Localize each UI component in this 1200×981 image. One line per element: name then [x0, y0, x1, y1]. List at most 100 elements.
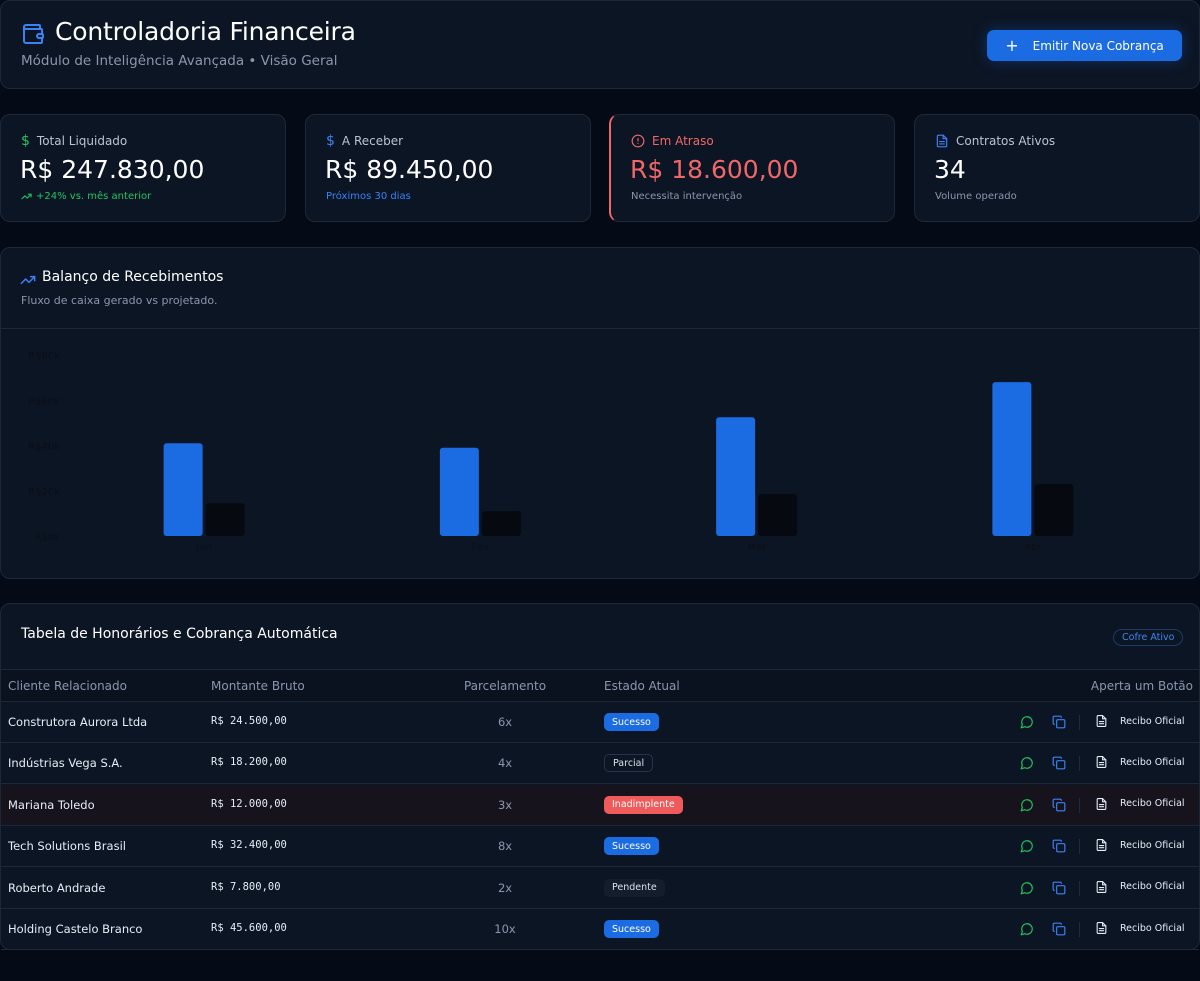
whatsapp-icon[interactable] [1020, 715, 1034, 729]
status-badge: Parcial [604, 754, 654, 773]
whatsapp-icon[interactable] [1020, 798, 1034, 812]
file-text-icon [1096, 839, 1107, 852]
page-title: Controladoria Financeira [55, 17, 356, 46]
divider [1079, 797, 1080, 813]
bar-secondary [205, 503, 245, 536]
official-receipt-button[interactable]: Recibo Oficial [1095, 838, 1185, 852]
installments: 10x [494, 922, 516, 936]
column-header-client: Cliente Relacionado [8, 679, 127, 693]
official-receipt-button[interactable]: Recibo Oficial [1095, 797, 1185, 811]
receipt-label: Recibo Oficial [1120, 756, 1185, 768]
alert-circle-icon [631, 134, 645, 148]
stat-label: A Receber [341, 134, 404, 148]
copy-icon[interactable] [1052, 839, 1066, 853]
wallet-icon [23, 24, 44, 44]
installments: 8x [497, 839, 513, 854]
client-name: Roberto Andrade [8, 880, 106, 895]
copy-icon[interactable] [1052, 798, 1066, 812]
copy-icon[interactable] [1052, 715, 1066, 729]
client-name: Mariana Toledo [8, 797, 95, 812]
page-header: Controladoria Financeira Módulo de Intel… [0, 0, 1200, 89]
installments: 3x [497, 797, 513, 812]
y-tick-label: R$80k [28, 351, 60, 362]
divider [1079, 922, 1080, 937]
table-row: Roberto Andrade R$ 7.800,00 2x Pendente Reci… [1, 868, 1199, 909]
vault-status-badge: Cofre Ativo [1113, 629, 1184, 646]
client-name: Construtora Aurora Ltda [8, 715, 148, 729]
status-badge: Sucesso [604, 713, 659, 731]
x-tick-label: Fev [472, 542, 489, 553]
whatsapp-icon[interactable] [1020, 881, 1034, 895]
copy-icon[interactable] [1052, 922, 1066, 936]
table-row: Tech Solutions Brasil R$ 32.400,00 8x Suces… [1, 826, 1199, 868]
stat-footer: Volume operado [935, 191, 1017, 202]
stat-label: Total Liquidado [36, 134, 128, 148]
y-tick-label: R$0k [35, 532, 61, 543]
stat-value: R$ 18.600,00 [630, 155, 799, 184]
whatsapp-icon[interactable] [1020, 839, 1034, 853]
gross-amount: R$ 32.400,00 [211, 839, 287, 852]
page-subtitle: Módulo de Inteligência Avançada • Visão … [21, 53, 338, 69]
x-tick-label: Mar [747, 542, 767, 553]
file-text-icon [1096, 715, 1107, 727]
gross-amount: R$ 24.500,00 [211, 715, 287, 727]
official-receipt-button[interactable]: Recibo Oficial [1095, 714, 1185, 728]
chart-title: Balanço de Recebimentos [42, 269, 224, 285]
copy-icon[interactable] [1052, 756, 1066, 770]
copy-icon[interactable] [1052, 881, 1066, 895]
installments: 4x [497, 756, 513, 771]
stat-footer: Próximos 30 dias [326, 191, 411, 202]
fees-table-panel: Tabela de Honorários e Cobrança Automáti… [0, 603, 1200, 950]
stat-label: Em Atraso [652, 134, 714, 148]
official-receipt-button[interactable]: Recibo Oficial [1095, 880, 1185, 894]
file-text-icon [1096, 756, 1107, 769]
trending-up-icon [21, 193, 32, 200]
dollar-icon: $ [21, 133, 30, 149]
divider [1, 328, 1199, 329]
file-icon [936, 134, 948, 148]
new-charge-button-label: Emitir Nova Cobrança [1032, 38, 1164, 53]
y-tick-label: R$20k [28, 487, 60, 498]
bar-chart: R$0k R$20k R$40k R$60k R$80k Jan Fev Mar Abr [28, 351, 1074, 553]
installments: 6x [497, 715, 513, 729]
stat-label: Contratos Ativos [956, 134, 1056, 148]
status-badge: Sucesso [604, 837, 659, 856]
receipt-label: Recibo Oficial [1120, 839, 1185, 851]
trending-up-icon [20, 275, 36, 285]
x-tick-label: Abr [1024, 542, 1042, 553]
official-receipt-button[interactable]: Recibo Oficial [1095, 755, 1185, 769]
official-receipt-button[interactable]: Recibo Oficial [1095, 921, 1185, 935]
receipt-label: Recibo Oficial [1120, 881, 1185, 893]
chart-panel: Balanço de Recebimentos Fluxo de caixa g… [0, 247, 1200, 579]
status-badge: Sucesso [604, 920, 659, 938]
stat-card-contratos-ativos: Contratos Ativos 34 Volume operado [914, 114, 1200, 222]
stat-card-a-receber: $ A Receber R$ 89.450,00 Próximos 30 dia… [305, 114, 591, 222]
gross-amount: R$ 12.000,00 [211, 797, 287, 810]
file-text-icon [1096, 880, 1107, 893]
stat-value: 34 [934, 155, 966, 184]
table-title: Tabela de Honorários e Cobrança Automáti… [21, 626, 338, 642]
client-name: Indústrias Vega S.A. [8, 756, 123, 771]
bar-primary [439, 447, 479, 536]
whatsapp-icon[interactable] [1020, 756, 1034, 770]
gross-amount: R$ 45.600,00 [211, 922, 287, 934]
whatsapp-icon[interactable] [1020, 922, 1034, 936]
stat-footer: +24% vs. mês anterior [36, 191, 152, 202]
table-header: Cliente Relacionado Montante Bruto Parce… [1, 669, 1199, 702]
stat-footer: Necessita intervenção [631, 191, 743, 202]
receipt-label: Recibo Oficial [1120, 798, 1185, 810]
new-charge-button[interactable]: + Emitir Nova Cobrança [987, 30, 1182, 61]
divider [1079, 880, 1080, 896]
gross-amount: R$ 7.800,00 [211, 880, 281, 893]
table-row: Mariana Toledo R$ 12.000,00 3x Inadimplente… [1, 784, 1199, 826]
x-tick-label: Jan [195, 542, 211, 553]
bar-primary [716, 417, 756, 536]
bar-secondary [481, 511, 521, 536]
column-header-status: Estado Atual [604, 679, 680, 693]
bar-primary [163, 443, 203, 536]
stat-card-em-atraso: Em Atraso R$ 18.600,00 Necessita interve… [609, 114, 895, 222]
client-name: Tech Solutions Brasil [8, 839, 126, 854]
column-header-amount: Montante Bruto [211, 679, 305, 693]
plus-icon: + [1005, 35, 1019, 55]
table-row: Holding Castelo Branco R$ 45.600,00 10x Suc… [1, 909, 1199, 950]
